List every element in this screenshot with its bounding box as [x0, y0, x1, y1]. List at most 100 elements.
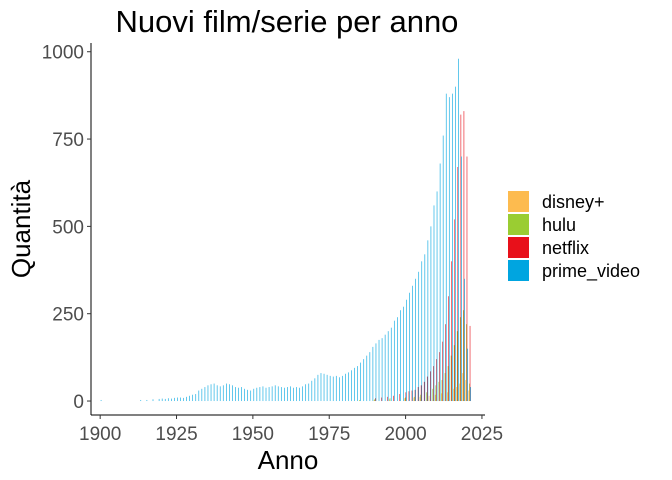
legend-swatch-disney+	[508, 191, 529, 212]
bar-prime_video-1967	[305, 384, 307, 402]
bar-prime_video-1900	[100, 399, 102, 402]
bar-prime_video-1932	[198, 390, 200, 402]
bar-prime_video-2002	[412, 285, 413, 402]
bar-prime_video-1944	[235, 387, 236, 402]
bar-netflix-2003	[414, 389, 416, 402]
bar-netflix-2010	[436, 359, 437, 402]
chart-title: Nuovi film/serie per anno	[116, 4, 459, 39]
bar-netflix-1992	[381, 397, 382, 402]
legend-label-hulu: hulu	[542, 215, 576, 235]
bar-disney+-2010	[434, 394, 436, 402]
bar-prime_video-2007	[427, 240, 429, 402]
bar-prime_video-1931	[195, 394, 197, 402]
bar-prime_video-1971	[317, 374, 319, 402]
bar-prime_video-1975	[329, 375, 331, 402]
bar-prime_video-2020	[467, 348, 468, 402]
bar-prime_video-1938	[216, 385, 218, 402]
bar-prime_video-1993	[384, 334, 386, 402]
bar-disney+-1990	[373, 399, 375, 402]
bar-netflix-2008	[430, 371, 431, 402]
x-axis-title: Anno	[258, 445, 319, 475]
legend-label-prime_video: prime_video	[542, 261, 640, 282]
bar-hulu-2013	[444, 373, 446, 402]
y-tick-label: 500	[52, 217, 84, 238]
bar-prime_video-1922	[167, 398, 169, 402]
bar-netflix-2000	[405, 392, 407, 402]
bar-hulu-1990	[374, 399, 376, 402]
bar-netflix-2011	[439, 352, 440, 402]
bar-hulu-2021	[469, 383, 470, 402]
bar-disney+-1995	[389, 399, 390, 402]
bar-netflix-1998	[399, 394, 401, 402]
bar-prime_video-2019	[464, 278, 465, 402]
bar-prime_video-1964	[296, 387, 297, 402]
bar-netflix-2013	[445, 324, 446, 402]
bar-prime_video-2015	[452, 93, 453, 402]
x-tick-label: 1975	[308, 424, 350, 445]
bar-prime_video-1979	[342, 375, 343, 402]
bar-prime_video-2011	[439, 163, 441, 402]
bar-prime_video-1933	[201, 388, 203, 402]
bar-prime_video-1949	[250, 390, 252, 402]
bar-prime_video-1954	[265, 387, 267, 402]
bar-netflix-2012	[442, 341, 443, 402]
bar-hulu-2009	[432, 388, 434, 402]
bar-prime_video-1924	[174, 397, 175, 402]
bar-prime_video-1972	[320, 373, 322, 402]
bar-hulu-2019	[463, 310, 464, 402]
bar-prime_video-1991	[378, 339, 380, 402]
bar-netflix-1996	[393, 395, 394, 402]
bar-prime_video-1950	[253, 388, 255, 402]
bar-prime_video-1913	[140, 399, 142, 402]
bar-prime_video-2017	[458, 58, 459, 402]
bar-prime_video-1959	[280, 387, 282, 402]
bar-prime_video-1957	[274, 385, 276, 402]
bar-prime_video-1935	[207, 385, 209, 402]
bar-disney+-2020	[465, 380, 467, 402]
bar-prime_video-1960	[284, 387, 285, 402]
bar-prime_video-1926	[180, 397, 181, 402]
bar-prime_video-2018	[461, 156, 462, 402]
bar-prime_video-2016	[455, 86, 456, 402]
bar-netflix-2016	[454, 219, 456, 402]
bar-prime_video-2014	[448, 97, 450, 402]
bar-prime_video-1917	[152, 399, 154, 402]
bar-prime_video-2013	[445, 93, 447, 402]
bar-prime_video-1968	[308, 383, 310, 402]
legend-label-disney+: disney+	[542, 192, 605, 212]
bar-prime_video-1951	[256, 387, 258, 402]
bar-disney+-2018	[459, 383, 460, 402]
bar-prime_video-1942	[229, 384, 230, 402]
bar-netflix-2019	[463, 111, 465, 402]
x-axis-ticks: 1900 1925 1950 1975 2000 2025	[79, 415, 503, 445]
bar-hulu-1985	[359, 399, 360, 402]
legend-swatch-hulu	[508, 214, 529, 235]
x-tick-label: 1900	[79, 424, 121, 445]
y-tick-label: 750	[52, 130, 84, 151]
y-axis-ticks: 0 250 500 750 1000	[42, 43, 91, 413]
bar-netflix-2007	[426, 376, 428, 402]
bar-prime_video-1955	[268, 387, 270, 402]
bar-prime_video-1980	[345, 373, 346, 402]
bar-hulu-2005	[420, 394, 421, 402]
bar-hulu-2003	[414, 396, 415, 402]
bar-prime_video-1987	[366, 355, 368, 402]
bar-prime_video-1939	[219, 386, 221, 402]
bar-prime_video-1999	[403, 306, 404, 402]
bar-prime_video-2005	[421, 261, 423, 402]
bar-hulu-2018	[459, 317, 461, 402]
bar-disney+-2000	[404, 398, 405, 402]
legend-swatch-netflix	[508, 237, 529, 258]
bar-prime_video-1996	[393, 320, 395, 402]
bar-prime_video-1976	[332, 376, 334, 402]
bar-hulu-2000	[404, 397, 406, 402]
bar-hulu-2017	[456, 331, 458, 402]
plot-bars	[100, 58, 471, 402]
bar-prime_video-1919	[158, 398, 160, 402]
bar-prime_video-1915	[146, 399, 148, 402]
bar-prime_video-1961	[287, 387, 288, 402]
bar-prime_video-2003	[415, 278, 416, 402]
bar-disney+-2017	[456, 387, 457, 402]
bar-prime_video-1948	[247, 389, 248, 402]
bar-netflix-2005	[420, 385, 422, 402]
